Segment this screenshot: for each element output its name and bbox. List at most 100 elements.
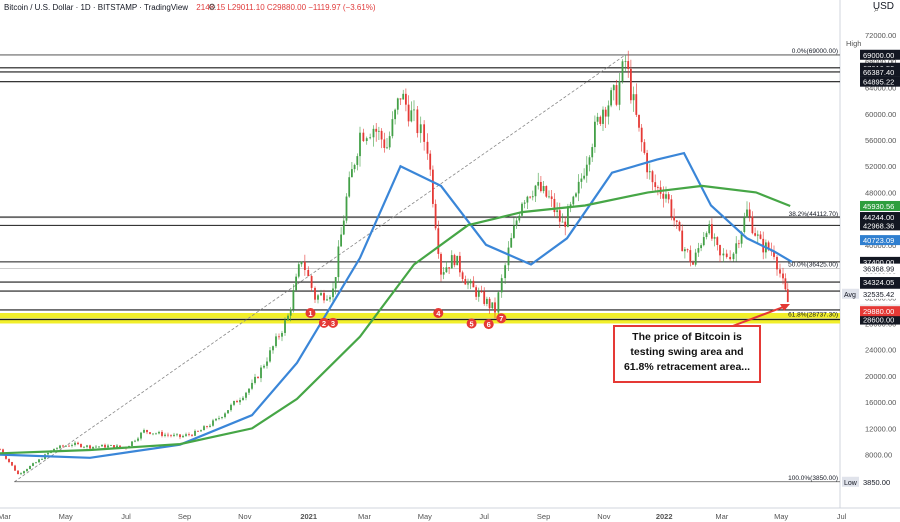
candle-body	[386, 147, 388, 149]
side-tag	[842, 288, 859, 299]
candle-body	[681, 230, 684, 252]
candle-body	[426, 141, 429, 154]
level-price-tag-label: 66387.40	[863, 68, 894, 77]
candle-body	[651, 171, 654, 183]
candle-body	[287, 315, 289, 321]
candle-body	[89, 445, 91, 449]
price-tick-label: 12000.00	[865, 424, 896, 433]
candle-body	[767, 242, 770, 250]
candle-body	[630, 68, 632, 101]
candle-body	[116, 445, 118, 449]
candle-body	[732, 253, 735, 260]
candle-body	[776, 256, 778, 270]
candle-body	[53, 448, 55, 451]
candle-body	[340, 234, 342, 247]
candle-body	[257, 376, 259, 379]
candle-body	[356, 156, 359, 165]
candle-body	[686, 249, 689, 251]
candle-body	[591, 147, 594, 158]
candle-body	[380, 130, 383, 140]
candle-body	[475, 287, 477, 297]
candle-body	[80, 444, 82, 448]
time-tick-label: 2022	[656, 512, 673, 521]
candle-body	[558, 210, 561, 222]
candle-body	[491, 302, 494, 309]
price-tag-label: 32535.42	[863, 290, 894, 299]
candle-body	[77, 442, 79, 445]
candle-body	[215, 418, 217, 421]
swing-marker	[483, 319, 494, 330]
chart-header: Bitcoin / U.S. Dollar · 1D · BITSTAMP · …	[4, 3, 376, 12]
magnifier-icon[interactable]: ⌕	[874, 4, 880, 14]
candle-body	[440, 253, 442, 275]
level-price-tag-label: 28600.00	[863, 316, 894, 325]
candle-body	[713, 237, 716, 239]
time-tick-label: Jul	[479, 512, 489, 521]
time-tick-label: Nov	[238, 512, 252, 521]
candle-body	[146, 429, 148, 433]
candle-body	[74, 442, 76, 445]
candle-body	[353, 164, 356, 170]
level-price-tag	[860, 66, 900, 77]
candle-body	[461, 272, 464, 280]
price-tick-label: 20000.00	[865, 372, 896, 381]
candle-body	[188, 434, 190, 436]
candle-body	[632, 94, 635, 101]
candle-body	[410, 110, 413, 122]
candle-body	[542, 186, 545, 192]
candle-body	[317, 295, 319, 300]
candle-body	[627, 61, 630, 69]
candle-body	[729, 256, 732, 260]
candle-body	[667, 194, 670, 200]
level-price-tag-label: 64895.22	[863, 78, 894, 87]
level-price-tag	[860, 212, 900, 223]
swing-marker-label: 6	[487, 320, 491, 329]
candle-body	[518, 215, 521, 221]
candle-body	[140, 432, 142, 439]
candle-body	[110, 445, 112, 446]
candle-body	[173, 434, 175, 436]
candle-body	[191, 434, 193, 436]
candle-body	[227, 410, 229, 414]
candle-body	[65, 445, 67, 447]
candle-body	[621, 61, 624, 82]
price-tick-label: 16000.00	[865, 398, 896, 407]
candle-body	[194, 430, 196, 436]
swing-marker-label: 4	[436, 309, 441, 318]
candle-body	[738, 243, 740, 245]
candle-body	[689, 250, 692, 263]
candle-body	[662, 193, 665, 199]
candle-body	[786, 289, 789, 303]
candle-body	[588, 157, 591, 165]
candle-body	[362, 132, 365, 142]
callout-arrow	[729, 305, 787, 328]
candle-body	[464, 279, 467, 285]
candle-body	[86, 445, 88, 447]
swing-marker	[305, 308, 316, 318]
candle-body	[152, 433, 154, 435]
level-price-tag	[860, 220, 900, 231]
moving-average-line	[0, 151, 793, 459]
candle-body	[773, 251, 775, 257]
candle-body	[209, 425, 211, 427]
price-tick-label: 60000.00	[865, 110, 896, 119]
candle-body	[119, 445, 121, 447]
candle-body	[523, 202, 526, 204]
symbol-title[interactable]: Bitcoin / U.S. Dollar · 1D · BITSTAMP · …	[4, 3, 189, 12]
candle-body	[104, 444, 106, 448]
gear-icon[interactable]: ⚙	[208, 2, 217, 12]
candle-body	[233, 400, 235, 405]
currency-label[interactable]: USD	[872, 1, 894, 12]
candle-body	[477, 291, 480, 297]
candle-body	[486, 298, 488, 304]
annotation-callout: The price of Bitcoin is testing swing ar…	[613, 325, 761, 383]
candle-body	[303, 261, 306, 270]
candle-body	[700, 245, 702, 249]
candle-body	[483, 291, 486, 304]
candle-body	[504, 265, 507, 279]
candle-body	[513, 225, 515, 238]
time-tick-label: Mar	[358, 512, 371, 521]
candle-body	[272, 346, 274, 351]
swing-marker	[328, 317, 338, 328]
